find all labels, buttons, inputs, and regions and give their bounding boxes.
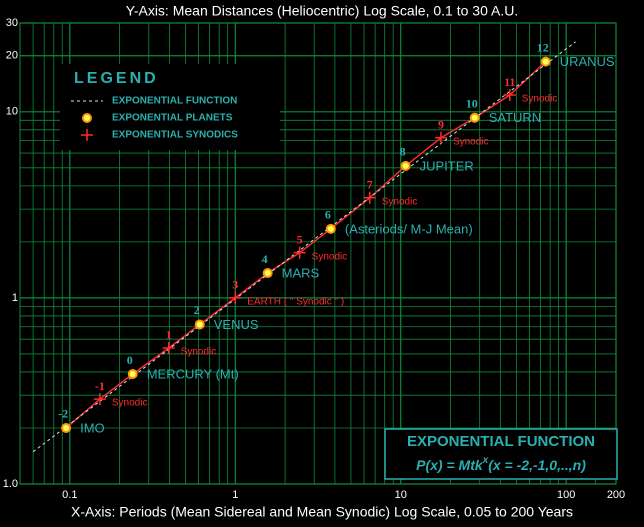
planet-marker — [61, 422, 72, 433]
planet-marker — [400, 160, 411, 171]
legend-symbol — [82, 113, 92, 123]
point-name: MARS — [282, 265, 320, 280]
legend-label: EXPONENTIAL PLANETS — [112, 113, 233, 124]
point-name: JUPITER — [420, 158, 474, 173]
x-tick-label: 10 — [395, 489, 407, 501]
planet-marker — [325, 223, 336, 234]
point-name: Synodic — [453, 136, 489, 147]
point-number: -1 — [95, 379, 105, 393]
legend-label: EXPONENTIAL FUNCTION — [112, 96, 237, 107]
annotation-title: EXPONENTIAL FUNCTION — [407, 433, 595, 450]
connecting-line — [132, 347, 170, 375]
point-number: 3 — [232, 278, 238, 292]
chart-title: Y-Axis: Mean Distances (Heliocentric) Lo… — [126, 3, 518, 19]
point-name: EARTH ( " Synodic " ) — [247, 297, 344, 308]
y-tick-label: 10 — [6, 106, 18, 118]
point-number: 1 — [166, 328, 172, 342]
point-name: IMO — [80, 420, 105, 435]
planet-marker — [540, 56, 551, 67]
point-number: 12 — [537, 40, 549, 54]
point-number: -2 — [58, 407, 68, 421]
point-name: Synodic — [382, 196, 418, 207]
y-tick-label: 1.0 — [3, 478, 18, 490]
legend-symbol — [81, 129, 93, 141]
point-name: Synodic — [181, 347, 217, 358]
connecting-line — [330, 197, 371, 230]
formula-main: P(x) = Mtk — [416, 457, 484, 473]
planet-marker — [262, 268, 273, 279]
x-tick-label: 1 — [232, 489, 238, 501]
annotation-formula: P(x) = Mtkx(x = -2,-1,0,..,n) — [416, 455, 586, 473]
planet-marker — [194, 319, 205, 330]
point-name: Synodic — [522, 94, 558, 105]
x-axis-label: X-Axis: Periods (Mean Sidereal and Mean … — [71, 504, 573, 520]
point-number: 2 — [194, 303, 200, 317]
point-name: MERCURY (Mt) — [147, 366, 239, 381]
legend-title: LEGEND — [74, 70, 159, 87]
function-line — [32, 41, 576, 453]
point-number: 4 — [262, 252, 268, 266]
legend-box — [60, 64, 280, 150]
planet-marker — [127, 369, 138, 380]
formula-exponent: x — [482, 455, 489, 466]
point-number: 8 — [400, 145, 406, 159]
legend-label: EXPONENTIAL SYNODICS — [112, 130, 238, 141]
y-tick-label: 30 — [6, 17, 18, 29]
connecting-line — [199, 297, 236, 326]
planet-marker — [469, 112, 480, 123]
point-name: SATURN — [489, 110, 541, 125]
synodic-marker — [93, 393, 106, 406]
point-number: 6 — [325, 208, 331, 222]
connecting-line — [440, 117, 476, 139]
annotation-box — [384, 428, 618, 480]
x-tick-label: 100 — [557, 489, 575, 501]
connecting-line — [234, 272, 269, 299]
synodic-marker — [229, 291, 242, 304]
connecting-line — [168, 323, 201, 349]
formula-domain: (x = -2,-1,0,..,n) — [488, 457, 586, 473]
connecting-line — [99, 373, 134, 400]
y-tick-label: 1 — [12, 292, 18, 304]
point-name: VENUS — [214, 317, 259, 332]
point-number: 5 — [297, 232, 303, 246]
point-name: (Asteriods/ M-J Mean) — [345, 221, 473, 236]
synodic-marker — [363, 191, 376, 204]
point-name: Synodic — [312, 251, 348, 262]
connecting-line — [369, 165, 407, 199]
point-name: Synodic — [112, 398, 148, 409]
point-number: 10 — [466, 96, 478, 110]
x-tick-label: 0.1 — [62, 489, 77, 501]
point-name: URANUS — [560, 54, 615, 69]
point-number: 9 — [438, 118, 444, 132]
synodic-marker — [293, 246, 306, 259]
synodic-marker — [162, 341, 175, 354]
x-tick-label: 200 — [607, 489, 625, 501]
synodic-marker — [434, 131, 447, 144]
synodic-marker — [503, 89, 516, 102]
point-number: 11 — [504, 75, 515, 89]
point-number: 0 — [127, 353, 133, 367]
connecting-line — [299, 228, 332, 254]
y-tick-label: 20 — [6, 50, 18, 62]
connecting-line — [405, 137, 442, 167]
point-number: 7 — [367, 178, 373, 192]
